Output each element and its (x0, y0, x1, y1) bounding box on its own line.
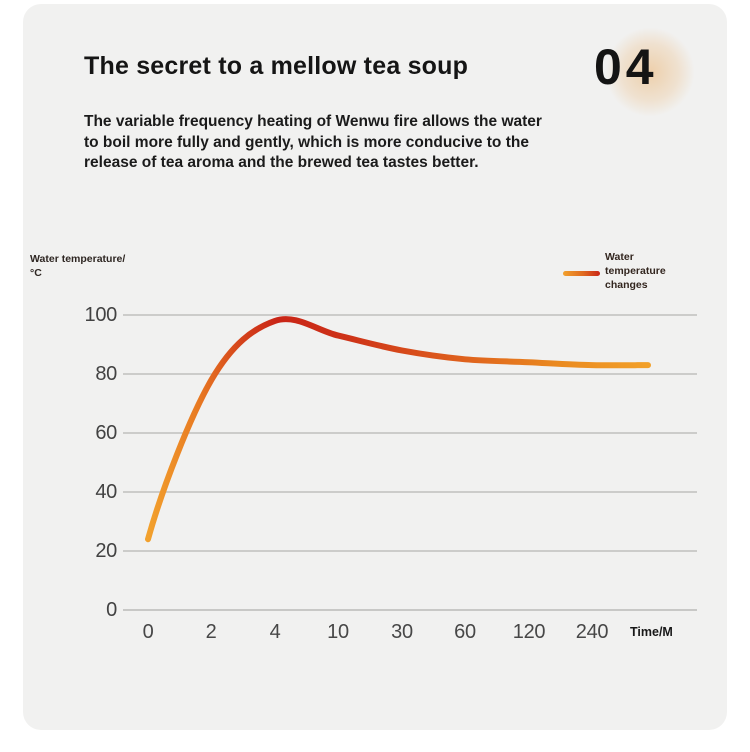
gridlines (123, 314, 697, 611)
legend-label: Water temperature changes (605, 251, 666, 291)
description-line: to boil more fully and gently, which is … (84, 133, 529, 151)
page-description: The variable frequency heating of Wenwu … (84, 112, 542, 174)
temperature-curve-line (145, 316, 651, 543)
x-tick-label: 30 (391, 621, 413, 643)
x-axis-label: Time/M (630, 625, 673, 639)
y-tick-label: 100 (84, 304, 118, 326)
x-tick-label: 60 (454, 621, 476, 643)
y-tick-label: 60 (95, 422, 117, 444)
x-tick-label: 0 (142, 621, 154, 643)
y-tick-label: 0 (106, 599, 117, 621)
x-tick-label: 120 (512, 621, 546, 643)
page-title: The secret to a mellow tea soup (84, 52, 469, 80)
y-axis-title: Water temperature/°C (30, 253, 126, 279)
y-tick-label: 80 (95, 363, 117, 385)
section-number: 04 (594, 39, 658, 95)
legend-line-swatch (563, 271, 600, 276)
x-tick-label: 4 (269, 621, 281, 643)
section-number-glow (605, 27, 695, 117)
x-tick-label: 2 (205, 621, 217, 643)
x-tick-label: 10 (327, 621, 349, 643)
y-tick-label: 20 (95, 540, 117, 562)
description-line: release of tea aroma and the brewed tea … (84, 154, 479, 171)
x-tick-label: 240 (575, 621, 609, 643)
description-line: The variable frequency heating of Wenwu … (84, 113, 542, 130)
y-tick-label: 40 (95, 481, 117, 503)
